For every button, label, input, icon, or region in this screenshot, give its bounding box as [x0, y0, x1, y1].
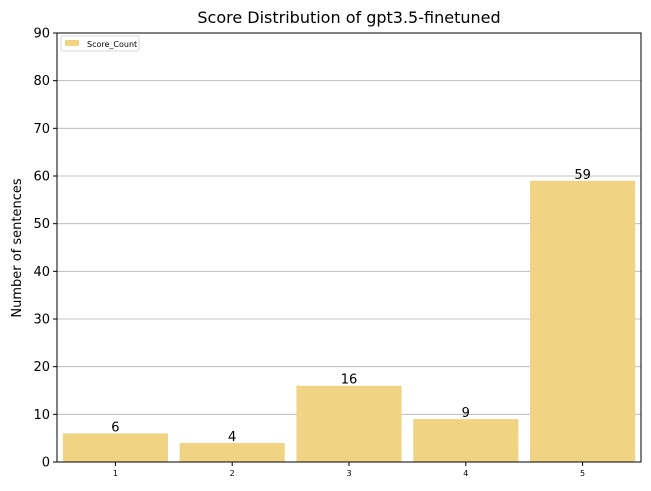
x-tick-label: 2: [230, 469, 235, 478]
y-tick-label: 70: [33, 122, 50, 137]
x-tick-label: 3: [346, 469, 351, 478]
legend-swatch: [65, 40, 79, 46]
x-tick-label: 5: [580, 469, 585, 478]
bar-5: [530, 180, 636, 462]
y-tick-label: 40: [33, 265, 50, 280]
y-tick-label: 90: [33, 27, 50, 42]
y-tick-label: 0: [42, 456, 50, 471]
bar-4: [413, 419, 519, 462]
bars: [62, 180, 636, 462]
bar-1: [62, 433, 168, 462]
data-label-4: 9: [462, 406, 470, 421]
legend-box: [60, 35, 140, 52]
data-label-1: 6: [111, 420, 119, 435]
y-tick-label: 10: [33, 408, 50, 423]
y-tick-label: 60: [33, 170, 50, 185]
bar-2: [179, 442, 285, 462]
y-tick-label: 80: [33, 74, 50, 89]
y-axis: 0 10 20 30 40 50 60 70 80 90: [33, 27, 57, 471]
legend-entry-score-count: Score_Count: [87, 40, 137, 49]
data-label-5: 59: [574, 168, 591, 183]
x-axis: 1 2 3 4 5: [113, 462, 585, 478]
y-tick-label: 30: [33, 313, 50, 328]
data-label-2: 4: [228, 430, 236, 445]
legend: Score_Count: [60, 35, 140, 52]
x-tick-label: 4: [463, 469, 468, 478]
x-tick-label: 1: [113, 469, 118, 478]
data-labels: 6 4 16 9 59: [111, 168, 591, 445]
y-axis-label: Number of sentences: [10, 178, 25, 318]
y-tick-label: 20: [33, 360, 50, 375]
y-tick-label: 50: [33, 217, 50, 232]
bar-3: [296, 385, 402, 462]
data-label-3: 16: [341, 373, 358, 388]
chart-title: Score Distribution of gpt3.5-finetuned: [197, 8, 500, 27]
